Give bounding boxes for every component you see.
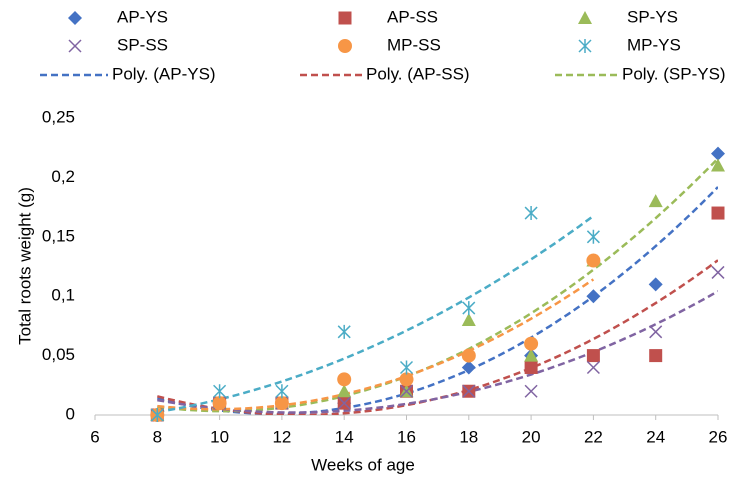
point: [524, 206, 538, 221]
point: [586, 229, 600, 244]
legend-label: Poly. (AP-SS): [366, 64, 470, 83]
legend-marker: [68, 11, 82, 25]
point: [461, 312, 476, 326]
x-tick-label: 22: [584, 427, 603, 446]
point: [711, 146, 725, 161]
y-tick-label: 0,05: [42, 345, 75, 364]
legend-marker: [68, 39, 82, 53]
point: [711, 265, 725, 279]
trendline: [157, 157, 718, 413]
y-tick-label: 0,2: [51, 167, 75, 186]
point: [524, 336, 539, 351]
point: [711, 158, 725, 172]
point: [586, 349, 600, 363]
legend-label: Poly. (AP-YS): [112, 64, 216, 83]
point: [711, 206, 725, 220]
point: [648, 277, 663, 292]
point: [524, 384, 538, 398]
point: [524, 348, 539, 362]
point: [462, 301, 476, 316]
point: [586, 289, 601, 304]
x-axis-label: Weeks of age: [311, 455, 415, 474]
legend-label: Poly. (SP-YS): [622, 64, 726, 83]
legend-marker: [338, 11, 352, 25]
point: [212, 396, 227, 411]
point: [337, 396, 351, 410]
point: [586, 360, 600, 375]
point: [586, 253, 601, 268]
y-tick-label: 0,15: [42, 226, 75, 245]
legend-label: SP-SS: [117, 35, 168, 54]
x-tick-label: 10: [210, 427, 229, 446]
point: [524, 360, 538, 374]
point: [648, 194, 663, 208]
y-tick-label: 0,1: [51, 286, 75, 305]
x-tick-label: 8: [153, 427, 162, 446]
legend-marker: [578, 39, 592, 53]
point: [150, 408, 164, 422]
x-tick-label: 16: [397, 427, 416, 446]
x-tick-label: 12: [272, 427, 291, 446]
x-tick-label: 18: [459, 427, 478, 446]
point: [461, 348, 476, 363]
x-tick-label: 6: [90, 427, 99, 446]
x-tick-label: 24: [646, 427, 665, 446]
legend-label: AP-YS: [117, 7, 168, 26]
y-tick-label: 0,25: [42, 107, 75, 126]
point: [337, 324, 351, 339]
point: [213, 384, 227, 399]
legend-marker: [578, 11, 592, 24]
point: [274, 396, 289, 411]
trendline: [156, 186, 718, 415]
point: [399, 384, 414, 398]
trendline: [156, 259, 718, 415]
y-axis-label: Total roots weight (g): [15, 187, 34, 345]
point: [461, 360, 476, 375]
x-tick-label: 26: [709, 427, 728, 446]
trendlines: [156, 157, 718, 415]
trendline: [157, 278, 595, 411]
point: [275, 384, 289, 399]
legend-label: SP-YS: [627, 7, 678, 26]
point: [337, 372, 352, 387]
trendline: [157, 290, 718, 414]
x-tick-label: 20: [522, 427, 541, 446]
point: [649, 349, 663, 363]
legend-marker: [338, 39, 352, 53]
point: [399, 360, 414, 375]
point: [462, 384, 476, 398]
point: [337, 384, 352, 398]
point: [649, 325, 663, 339]
point: [399, 372, 414, 387]
legend-label: AP-SS: [387, 7, 438, 26]
legend-label: MP-YS: [627, 35, 681, 54]
x-tick-label: 14: [335, 427, 354, 446]
y-tick-label: 0: [66, 404, 75, 423]
legend-label: MP-SS: [387, 35, 441, 54]
